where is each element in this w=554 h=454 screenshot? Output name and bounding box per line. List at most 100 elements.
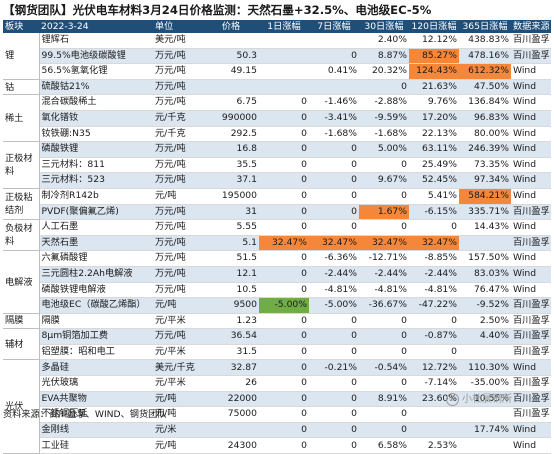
header-date: 2022-3-24 bbox=[39, 20, 153, 33]
cell-price: 292.5 bbox=[203, 126, 259, 143]
cell-d120: -0.87% bbox=[409, 328, 459, 345]
cell-d30: 0 bbox=[359, 313, 409, 330]
cell-d1: 0 bbox=[259, 422, 309, 439]
cell-price: 1.23 bbox=[203, 313, 259, 330]
header-source: 数据来源 bbox=[511, 20, 551, 33]
cell-d30: 2.40% bbox=[359, 33, 409, 49]
sector-label: 隔膜 bbox=[3, 313, 40, 330]
cell-unit: 元/平米 bbox=[153, 375, 203, 392]
cell-unit: 元/吨 bbox=[153, 188, 203, 205]
cell-unit: 元/平米 bbox=[153, 313, 203, 330]
cell-item: 56.5%氢氧化锂 bbox=[39, 63, 153, 80]
cell-src: Wind bbox=[511, 172, 551, 189]
sector-label: 光伏 bbox=[3, 359, 40, 454]
price-table: 板块 2022-3-24 单位 价格 1日涨幅 7日涨幅 30日涨幅 120日涨… bbox=[3, 20, 551, 454]
cell-d1: 0 bbox=[259, 141, 309, 158]
cell-d365: 157.50% bbox=[459, 250, 511, 267]
cell-d365: 438.83% bbox=[459, 33, 511, 49]
cell-d7: -5.00% bbox=[309, 297, 359, 314]
sector-label: 钴 bbox=[3, 79, 40, 96]
table-row: 三元圆柱2.2Ah电解液 万元/吨 12.1 0 -2.44% -2.44% -2.44% 8… bbox=[3, 266, 551, 283]
table-row: 锂锂辉石 美元/吨 2.40% 12.12% 438.83% 百川盈孚 bbox=[3, 33, 551, 80]
header-365d-change: 365日涨幅 bbox=[459, 20, 511, 33]
cell-src: Wind bbox=[511, 126, 551, 143]
cell-d120: 0 bbox=[409, 344, 459, 361]
cell-d365: 4.40% bbox=[459, 328, 511, 345]
sector-label: 锂 bbox=[3, 33, 40, 80]
cell-d7: 0 bbox=[309, 437, 359, 454]
cell-src: Wind bbox=[511, 63, 551, 80]
cell-d7: -1.68% bbox=[309, 126, 359, 143]
cell-item: 磷酸铁锂电解液 bbox=[39, 282, 153, 299]
cell-price: 9500 bbox=[203, 297, 259, 314]
cell-d1: 0 bbox=[259, 172, 309, 189]
cell-item: 光伏玻璃 bbox=[39, 375, 153, 392]
cell-d365: 73.35% bbox=[459, 157, 511, 174]
table-row: 天然石墨 万元/吨 5.1 32.47% 32.47% 32.47% 32.47% 百川盈孚 bbox=[3, 235, 551, 252]
cell-item: 金刚线 bbox=[39, 422, 153, 439]
cell-d1: 0 bbox=[259, 406, 309, 423]
cell-d1 bbox=[259, 48, 309, 65]
watermark: ✆ 小杜晨钢所 bbox=[446, 391, 512, 409]
cell-d120: 12.12% bbox=[409, 33, 459, 49]
cell-unit: 元/吨 bbox=[153, 406, 203, 423]
sector-label: 辅材 bbox=[3, 328, 40, 361]
cell-price: 10.5 bbox=[203, 282, 259, 299]
cell-d7: 0 bbox=[309, 172, 359, 189]
table-row: 99.5%电池级碳酸锂 万元/吨 50.3 0 8.87% 85.27% 478.16% 百川… bbox=[3, 48, 551, 65]
cell-d1: 0 bbox=[259, 313, 309, 330]
table-row: 辅材 8μm铜箔加工费 万元/吨 36.54 0 0 0 -0.87% 4.40% 百川盈孚 bbox=[3, 328, 551, 361]
cell-item: PVDF(聚偏氟乙烯) bbox=[39, 204, 153, 221]
cell-d7: 0 bbox=[309, 219, 359, 236]
cell-d120: -7.14% bbox=[409, 375, 459, 392]
sector-label: 稀土 bbox=[3, 94, 40, 143]
cell-price: 35.5 bbox=[203, 157, 259, 174]
cell-price: 6.75 bbox=[203, 94, 259, 111]
cell-d7: 0 bbox=[309, 313, 359, 330]
cell-unit: 美元/千克 bbox=[153, 359, 203, 377]
cell-src: Wind bbox=[511, 219, 551, 236]
cell-d120: 52.45% bbox=[409, 172, 459, 189]
cell-d1: 0 bbox=[259, 266, 309, 283]
cell-unit: 万元/吨 bbox=[153, 266, 203, 283]
cell-d30: -36.67% bbox=[359, 297, 409, 314]
cell-d30: -2.44% bbox=[359, 266, 409, 283]
cell-item: 铝塑膜：昭和电工 bbox=[39, 344, 153, 361]
cell-d30: 0 bbox=[359, 375, 409, 392]
table-row: 光伏玻璃 元/平米 26 0 0 0 -7.14% -35.00% 百川盈孚 bbox=[3, 375, 551, 392]
cell-src: Wind bbox=[511, 188, 551, 205]
cell-item: 天然石墨 bbox=[39, 235, 153, 252]
cell-unit: 万元/吨 bbox=[153, 48, 203, 65]
table-row: 稀土 混合碳酸稀土 万元/吨 6.75 0 -1.46% -2.88% 9.76% 136.84… bbox=[3, 94, 551, 143]
cell-d120 bbox=[409, 422, 459, 439]
cell-d365: 14.43% bbox=[459, 219, 511, 236]
cell-d365: 80.00% bbox=[459, 126, 511, 143]
cell-d30: -9.59% bbox=[359, 110, 409, 127]
table-row: 磷酸铁锂电解液 万元/吨 10.5 0 -4.81% -4.81% -4.81% 76.47%… bbox=[3, 282, 551, 299]
cell-src: Wind bbox=[511, 110, 551, 127]
cell-item: 三元材料：811 bbox=[39, 157, 153, 174]
cell-d30: -12.71% bbox=[359, 250, 409, 267]
cell-d1: 0 bbox=[259, 437, 309, 454]
cell-d1: 0 bbox=[259, 110, 309, 127]
cell-item: 隔膜 bbox=[39, 313, 153, 330]
cell-d120: 25.49% bbox=[409, 157, 459, 174]
cell-d120: -8.85% bbox=[409, 250, 459, 267]
table-row: PVDF(聚偏氟乙烯) 万元/吨 31 0 0 1.67% -6.15% 335.71% 百川盈… bbox=[3, 204, 551, 221]
cell-d7: -3.41% bbox=[309, 110, 359, 127]
cell-item: 磷酸铁锂 bbox=[39, 141, 153, 158]
cell-price: 32.87 bbox=[203, 359, 259, 377]
cell-d7: 0 bbox=[309, 204, 359, 221]
cell-d1: 0 bbox=[259, 126, 309, 143]
table-row: 钴硫酸钴21% 万元/吨 0 21.63% 47.50% Wind bbox=[3, 79, 551, 96]
cell-src: 百川盈孚 bbox=[511, 344, 551, 361]
cell-d30: 1.67% bbox=[359, 204, 409, 221]
cell-price: 31 bbox=[203, 204, 259, 221]
cell-d7: -2.44% bbox=[309, 266, 359, 283]
cell-d365: 2.50% bbox=[459, 313, 511, 330]
cell-d1: 0 bbox=[259, 391, 309, 408]
cell-d30: -2.88% bbox=[359, 94, 409, 111]
cell-item: 三元圆柱2.2Ah电解液 bbox=[39, 266, 153, 283]
cell-src: Wind bbox=[511, 437, 551, 454]
cell-item: 硫酸钴21% bbox=[39, 79, 153, 96]
